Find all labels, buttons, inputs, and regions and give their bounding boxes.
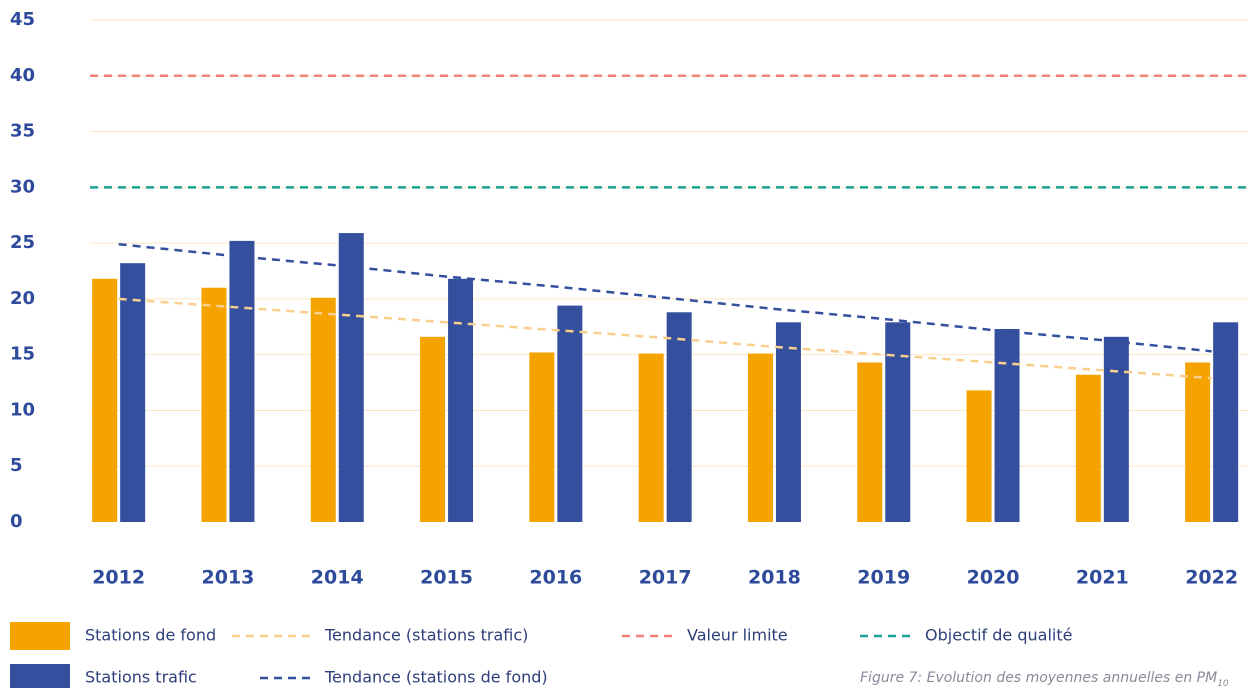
caption-text: Figure 7: Evolution des moyennes annuell… [860, 670, 1217, 686]
x-tick-label: 2021 [1076, 567, 1129, 589]
bar [448, 278, 474, 522]
y-tick-label: 15 [10, 344, 35, 365]
bar [1103, 336, 1129, 522]
legend-label: Objectif de qualité [925, 626, 1072, 645]
bar [1213, 322, 1239, 522]
bar [775, 322, 801, 522]
x-tick-label: 2022 [1185, 567, 1238, 589]
bar [857, 362, 883, 522]
bar [666, 312, 692, 522]
x-tick-label: 2012 [92, 567, 145, 589]
bar [885, 322, 911, 522]
bar [338, 233, 364, 522]
bar [529, 352, 555, 522]
x-tick-label: 2019 [857, 567, 910, 589]
trend-line [118, 297, 1212, 380]
legend-label: Stations de fond [85, 626, 216, 645]
y-tick-label: 5 [10, 455, 23, 476]
bar [120, 263, 146, 522]
x-tick-label: 2015 [420, 567, 473, 589]
legend-label: Valeur limite [687, 626, 788, 645]
bar [1185, 362, 1211, 522]
y-tick-label: 0 [10, 511, 23, 532]
legend-label: Tendance (stations de fond) [324, 668, 548, 687]
y-tick-label: 25 [10, 232, 35, 253]
legend-swatch [10, 664, 70, 688]
bar [994, 329, 1020, 522]
bar [1075, 374, 1101, 522]
x-tick-label: 2016 [529, 567, 582, 589]
bar [966, 390, 992, 522]
caption-subscript: 10 [1217, 679, 1229, 688]
bar [92, 278, 118, 522]
legend-label: Tendance (stations trafic) [324, 626, 528, 645]
y-tick-label: 20 [10, 288, 35, 309]
legend-swatch [10, 622, 70, 650]
trend-line [118, 242, 1212, 353]
y-tick-label: 45 [10, 9, 35, 30]
y-tick-label: 40 [10, 65, 35, 86]
y-tick-label: 30 [10, 176, 35, 197]
x-tick-label: 2017 [639, 567, 692, 589]
x-tick-label: 2013 [202, 567, 255, 589]
x-tick-label: 2020 [967, 567, 1020, 589]
legend-label: Stations trafic [85, 668, 197, 687]
bar [557, 305, 583, 522]
bar [310, 297, 336, 522]
y-tick-label: 35 [10, 121, 35, 142]
y-tick-label: 10 [10, 399, 35, 420]
x-tick-label: 2018 [748, 567, 801, 589]
bar [420, 336, 446, 522]
caption: Figure 7: Evolution des moyennes annuell… [860, 670, 1229, 688]
bar [229, 240, 255, 522]
bar [201, 287, 227, 522]
bar [638, 353, 664, 522]
bar [747, 353, 773, 522]
x-tick-label: 2014 [311, 567, 364, 589]
